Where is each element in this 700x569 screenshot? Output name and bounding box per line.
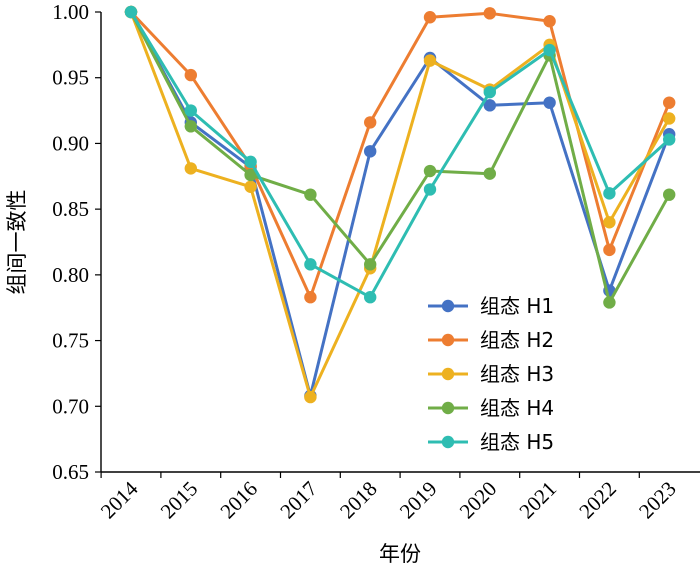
x-axis-title: 年份 [379, 542, 421, 566]
legend: 组态 H1 组态 H2 组态 H3 组态 H4 组态 H5 [428, 294, 554, 454]
data-point [364, 116, 377, 129]
series-3 [124, 5, 676, 404]
data-point [184, 68, 197, 82]
data-point [483, 85, 496, 99]
y-tick-label: 0.90 [52, 131, 89, 155]
series-line [129, 11, 671, 304]
data-point [423, 164, 437, 178]
y-ticks: 0.65 0.70 0.75 0.80 0.85 0.90 0.95 1.00 [52, 0, 101, 484]
legend-item: 组态 H2 [428, 328, 554, 352]
legend-marker [441, 333, 455, 347]
data-point [483, 167, 496, 180]
x-tick-label: 2021 [514, 477, 561, 524]
data-point [244, 155, 257, 169]
series-5 [124, 5, 676, 304]
data-point [304, 258, 317, 271]
legend-label: 组态 H5 [480, 430, 554, 454]
legend-label: 组态 H3 [480, 362, 554, 386]
data-point [603, 296, 616, 309]
data-point [364, 145, 377, 158]
data-point [423, 54, 437, 67]
data-point [423, 183, 437, 196]
data-point [244, 180, 257, 193]
series-line [129, 10, 671, 299]
y-axis-title: 组间一致性 [5, 190, 29, 295]
data-point [603, 243, 616, 257]
legend-marker [441, 299, 455, 313]
legend-marker [441, 435, 455, 449]
data-point [124, 5, 138, 19]
data-point [603, 187, 616, 200]
data-point [543, 96, 556, 109]
y-tick-label: 0.65 [52, 460, 89, 484]
series-line [129, 11, 671, 399]
data-point [304, 390, 317, 404]
x-tick-label: 2020 [455, 477, 502, 524]
data-point [304, 188, 317, 201]
data-point [364, 258, 377, 271]
data-point [364, 291, 377, 304]
legend-label: 组态 H4 [480, 396, 554, 420]
data-point [663, 133, 676, 146]
data-point [184, 104, 197, 117]
legend-label: 组态 H2 [480, 328, 554, 352]
series-line [129, 11, 671, 398]
data-point [483, 7, 496, 20]
y-tick-label: 0.75 [52, 329, 89, 353]
x-tick-label: 2023 [634, 477, 681, 524]
x-tick-label: 2017 [275, 477, 322, 524]
series-1 [124, 5, 676, 402]
x-tick-label: 2019 [395, 477, 442, 524]
data-point [184, 162, 197, 175]
x-ticks: 2014 2015 2016 2017 2018 2019 2020 2021 2022 2023 [96, 472, 681, 523]
x-tick-label: 2018 [335, 477, 382, 524]
data-point [304, 291, 317, 304]
legend-item: 组态 H1 [428, 294, 554, 318]
data-point [663, 96, 676, 109]
data-point [423, 11, 437, 24]
data-point [184, 120, 197, 133]
x-tick-label: 2014 [96, 476, 143, 523]
data-point [603, 216, 616, 229]
legend-item: 组态 H4 [428, 396, 554, 420]
legend-label: 组态 H1 [480, 294, 554, 318]
legend-item: 组态 H5 [428, 430, 554, 454]
data-point [244, 168, 257, 182]
y-tick-label: 0.80 [52, 263, 89, 287]
y-tick-label: 0.95 [52, 66, 89, 90]
legend-marker [441, 401, 455, 415]
x-tick-label: 2022 [574, 477, 621, 524]
x-tick-label: 2015 [156, 477, 203, 524]
series-line [129, 11, 671, 299]
series-group [124, 5, 676, 404]
legend-marker [441, 367, 455, 381]
data-point [543, 43, 556, 57]
data-point [663, 188, 676, 201]
y-tick-label: 1.00 [52, 0, 89, 24]
y-tick-label: 0.70 [52, 394, 89, 418]
data-point [663, 112, 676, 125]
y-tick-label: 0.85 [52, 197, 89, 221]
data-point [543, 15, 556, 28]
x-tick-label: 2016 [215, 477, 262, 524]
legend-item: 组态 H3 [428, 362, 554, 386]
data-point [483, 99, 496, 112]
